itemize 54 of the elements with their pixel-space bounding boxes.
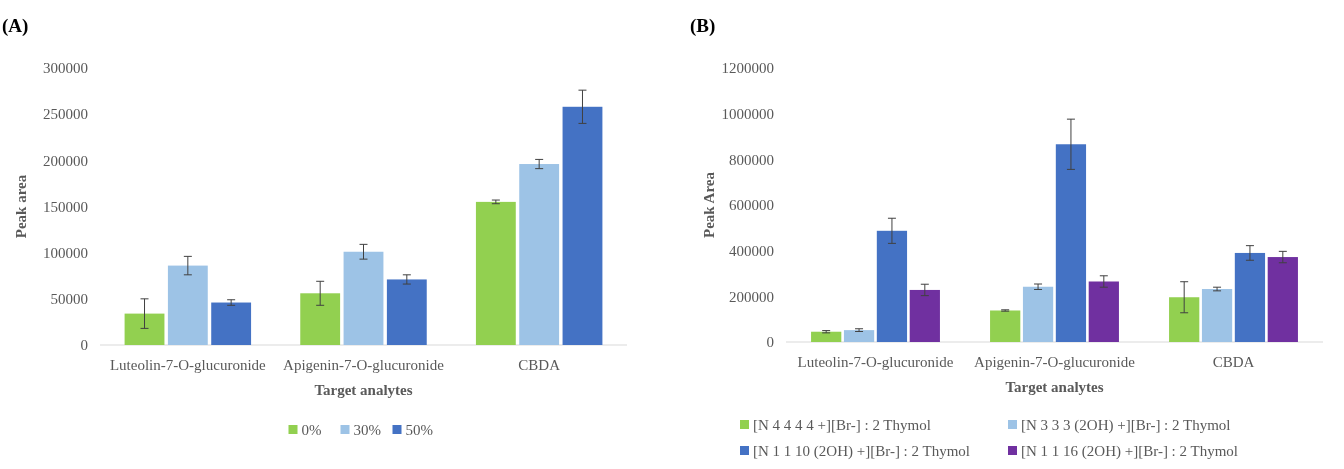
bar — [211, 302, 252, 345]
bar — [1267, 257, 1298, 342]
y-tick-label: 600000 — [729, 197, 774, 214]
y-tick-label: 0 — [80, 337, 88, 354]
bar — [843, 330, 875, 342]
x-tick-label: Luteolin-7-O-glucuronide — [797, 354, 954, 370]
y-tick-label: 200000 — [43, 152, 88, 169]
x-tick-label: Apigenin-7-O-glucuronide — [974, 354, 1136, 370]
y-tick-label: 0 — [766, 334, 774, 351]
legend-label: 50% — [405, 422, 433, 438]
bar — [1169, 297, 1200, 342]
bar — [990, 310, 1021, 342]
legend-label: [N 4 4 4 4 +][Br-] : 2 Thymol — [753, 417, 931, 433]
bar — [386, 279, 427, 345]
y-tick-label: 1200000 — [721, 60, 774, 77]
bar — [811, 331, 842, 342]
bar — [909, 289, 940, 342]
y-tick-label: 1000000 — [721, 105, 774, 122]
y-tick-label: 300000 — [43, 60, 88, 77]
bar — [124, 313, 165, 345]
y-tick-label: 200000 — [729, 288, 774, 305]
y-tick-label: 800000 — [729, 151, 774, 168]
bar — [1234, 252, 1266, 342]
chart-title: (A) — [2, 15, 29, 37]
x-axis-title: Target analytes — [314, 382, 413, 398]
x-axis-title: Target analytes — [1005, 379, 1104, 395]
y-tick-label: 400000 — [729, 242, 774, 259]
legend-label: [N 3 3 3 (2OH) +][Br-] : 2 Thymol — [1021, 417, 1231, 434]
bar — [300, 293, 341, 345]
chart-title: (B) — [690, 15, 716, 37]
y-axis-title: Peak Area — [701, 171, 717, 238]
legend-label: [N 1 1 16 (2OH) +][Br-] : 2 Thymol — [1021, 443, 1239, 460]
legend-label: 0% — [301, 422, 322, 438]
bar — [562, 106, 603, 345]
y-tick-label: 150000 — [43, 198, 88, 215]
y-axis-title: Peak area — [13, 174, 29, 239]
bar — [1055, 144, 1087, 342]
bar — [1022, 286, 1054, 342]
x-tick-label: CBDA — [1212, 354, 1255, 370]
bar — [519, 164, 560, 345]
bar — [475, 201, 516, 345]
bar — [1201, 289, 1233, 342]
bar — [167, 265, 208, 345]
bar — [343, 251, 384, 345]
legend-label: [N 1 1 10 (2OH) +][Br-] : 2 Thymol — [753, 443, 971, 460]
bar — [1088, 281, 1119, 342]
y-tick-label: 250000 — [43, 106, 88, 123]
bar — [876, 230, 908, 342]
x-tick-label: Luteolin-7-O-glucuronide — [109, 357, 267, 373]
y-tick-label: 50000 — [50, 291, 88, 308]
legend-label: 30% — [353, 422, 381, 438]
x-tick-label: Apigenin-7-O-glucuronide — [283, 357, 445, 373]
y-tick-label: 100000 — [43, 244, 88, 261]
x-tick-label: CBDA — [518, 357, 561, 373]
